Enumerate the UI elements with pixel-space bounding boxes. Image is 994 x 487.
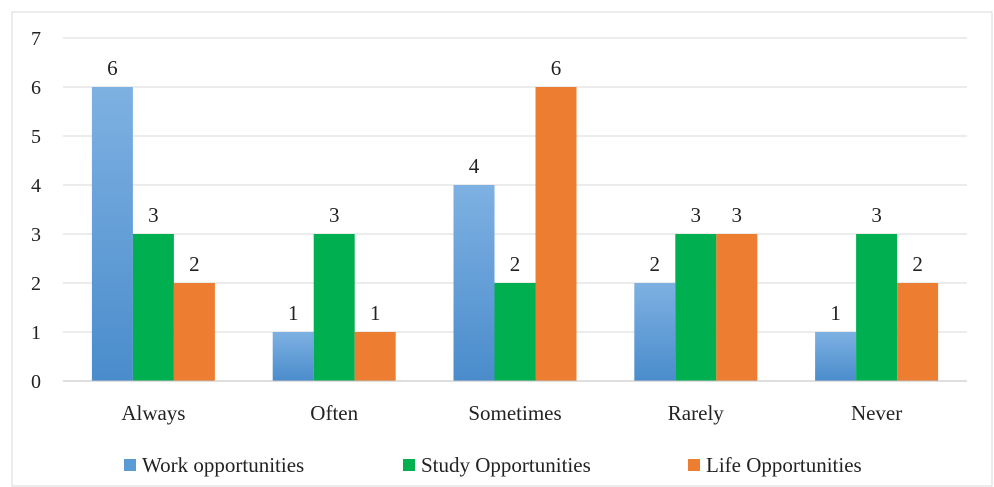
bar-life-opportunities-never: [897, 283, 939, 381]
y-tick-label: 6: [31, 77, 41, 99]
data-label: 6: [107, 56, 118, 80]
bars: [91, 87, 939, 381]
legend-swatch: [688, 459, 700, 471]
x-tick-label: Rarely: [668, 401, 724, 425]
y-tick-label: 7: [31, 28, 41, 50]
data-label: 3: [732, 203, 743, 227]
bar-study-opportunities-always: [132, 234, 174, 381]
y-axis: 0 1 2 3 4 5 6 7: [31, 28, 41, 393]
x-tick-label: Sometimes: [468, 401, 561, 425]
data-label: 6: [551, 56, 562, 80]
y-tick-label: 5: [31, 126, 41, 148]
bar-work-opportunities-sometimes: [453, 185, 495, 381]
y-tick-label: 2: [31, 273, 41, 295]
x-tick-label: Often: [310, 401, 358, 425]
y-tick-label: 4: [31, 175, 41, 197]
bar-study-opportunities-sometimes: [494, 283, 536, 381]
bar-work-opportunities-rarely: [634, 283, 676, 381]
data-label: 2: [189, 252, 200, 276]
bar-work-opportunities-always: [91, 87, 133, 381]
legend-label: Work opportunities: [142, 453, 304, 477]
x-tick-label: Always: [121, 401, 185, 425]
data-label: 2: [650, 252, 661, 276]
bar-study-opportunities-often: [313, 234, 355, 381]
bar-work-opportunities-never: [815, 332, 857, 381]
data-labels: 6 3 2 1 3 1 4 2 6 2 3 3 1 3 2: [107, 56, 923, 325]
x-axis: Always Often Sometimes Rarely Never: [63, 380, 967, 425]
legend-label: Study Opportunities: [421, 453, 591, 477]
legend: Work opportunities Study Opportunities Lif…: [124, 453, 862, 477]
data-label: 3: [871, 203, 882, 227]
data-label: 4: [469, 154, 480, 178]
data-label: 1: [370, 301, 381, 325]
y-tick-label: 1: [31, 322, 41, 344]
data-label: 3: [329, 203, 340, 227]
bar-study-opportunities-rarely: [675, 234, 717, 381]
bar-life-opportunities-rarely: [716, 234, 758, 381]
legend-swatch: [403, 459, 415, 471]
data-label: 2: [912, 252, 923, 276]
data-label: 2: [510, 252, 521, 276]
bar-life-opportunities-sometimes: [535, 87, 577, 381]
x-tick-label: Never: [851, 401, 902, 425]
y-tick-label: 0: [31, 371, 41, 393]
chart-frame: [11, 11, 993, 487]
data-label: 1: [288, 301, 299, 325]
data-label: 3: [691, 203, 702, 227]
bar-work-opportunities-often: [272, 332, 314, 381]
data-label: 3: [148, 203, 159, 227]
bar-life-opportunities-often: [354, 332, 396, 381]
bar-study-opportunities-never: [856, 234, 898, 381]
legend-label: Life Opportunities: [706, 453, 862, 477]
bar-life-opportunities-always: [173, 283, 215, 381]
data-label: 1: [830, 301, 841, 325]
legend-swatch: [124, 459, 136, 471]
y-tick-label: 3: [31, 224, 41, 246]
